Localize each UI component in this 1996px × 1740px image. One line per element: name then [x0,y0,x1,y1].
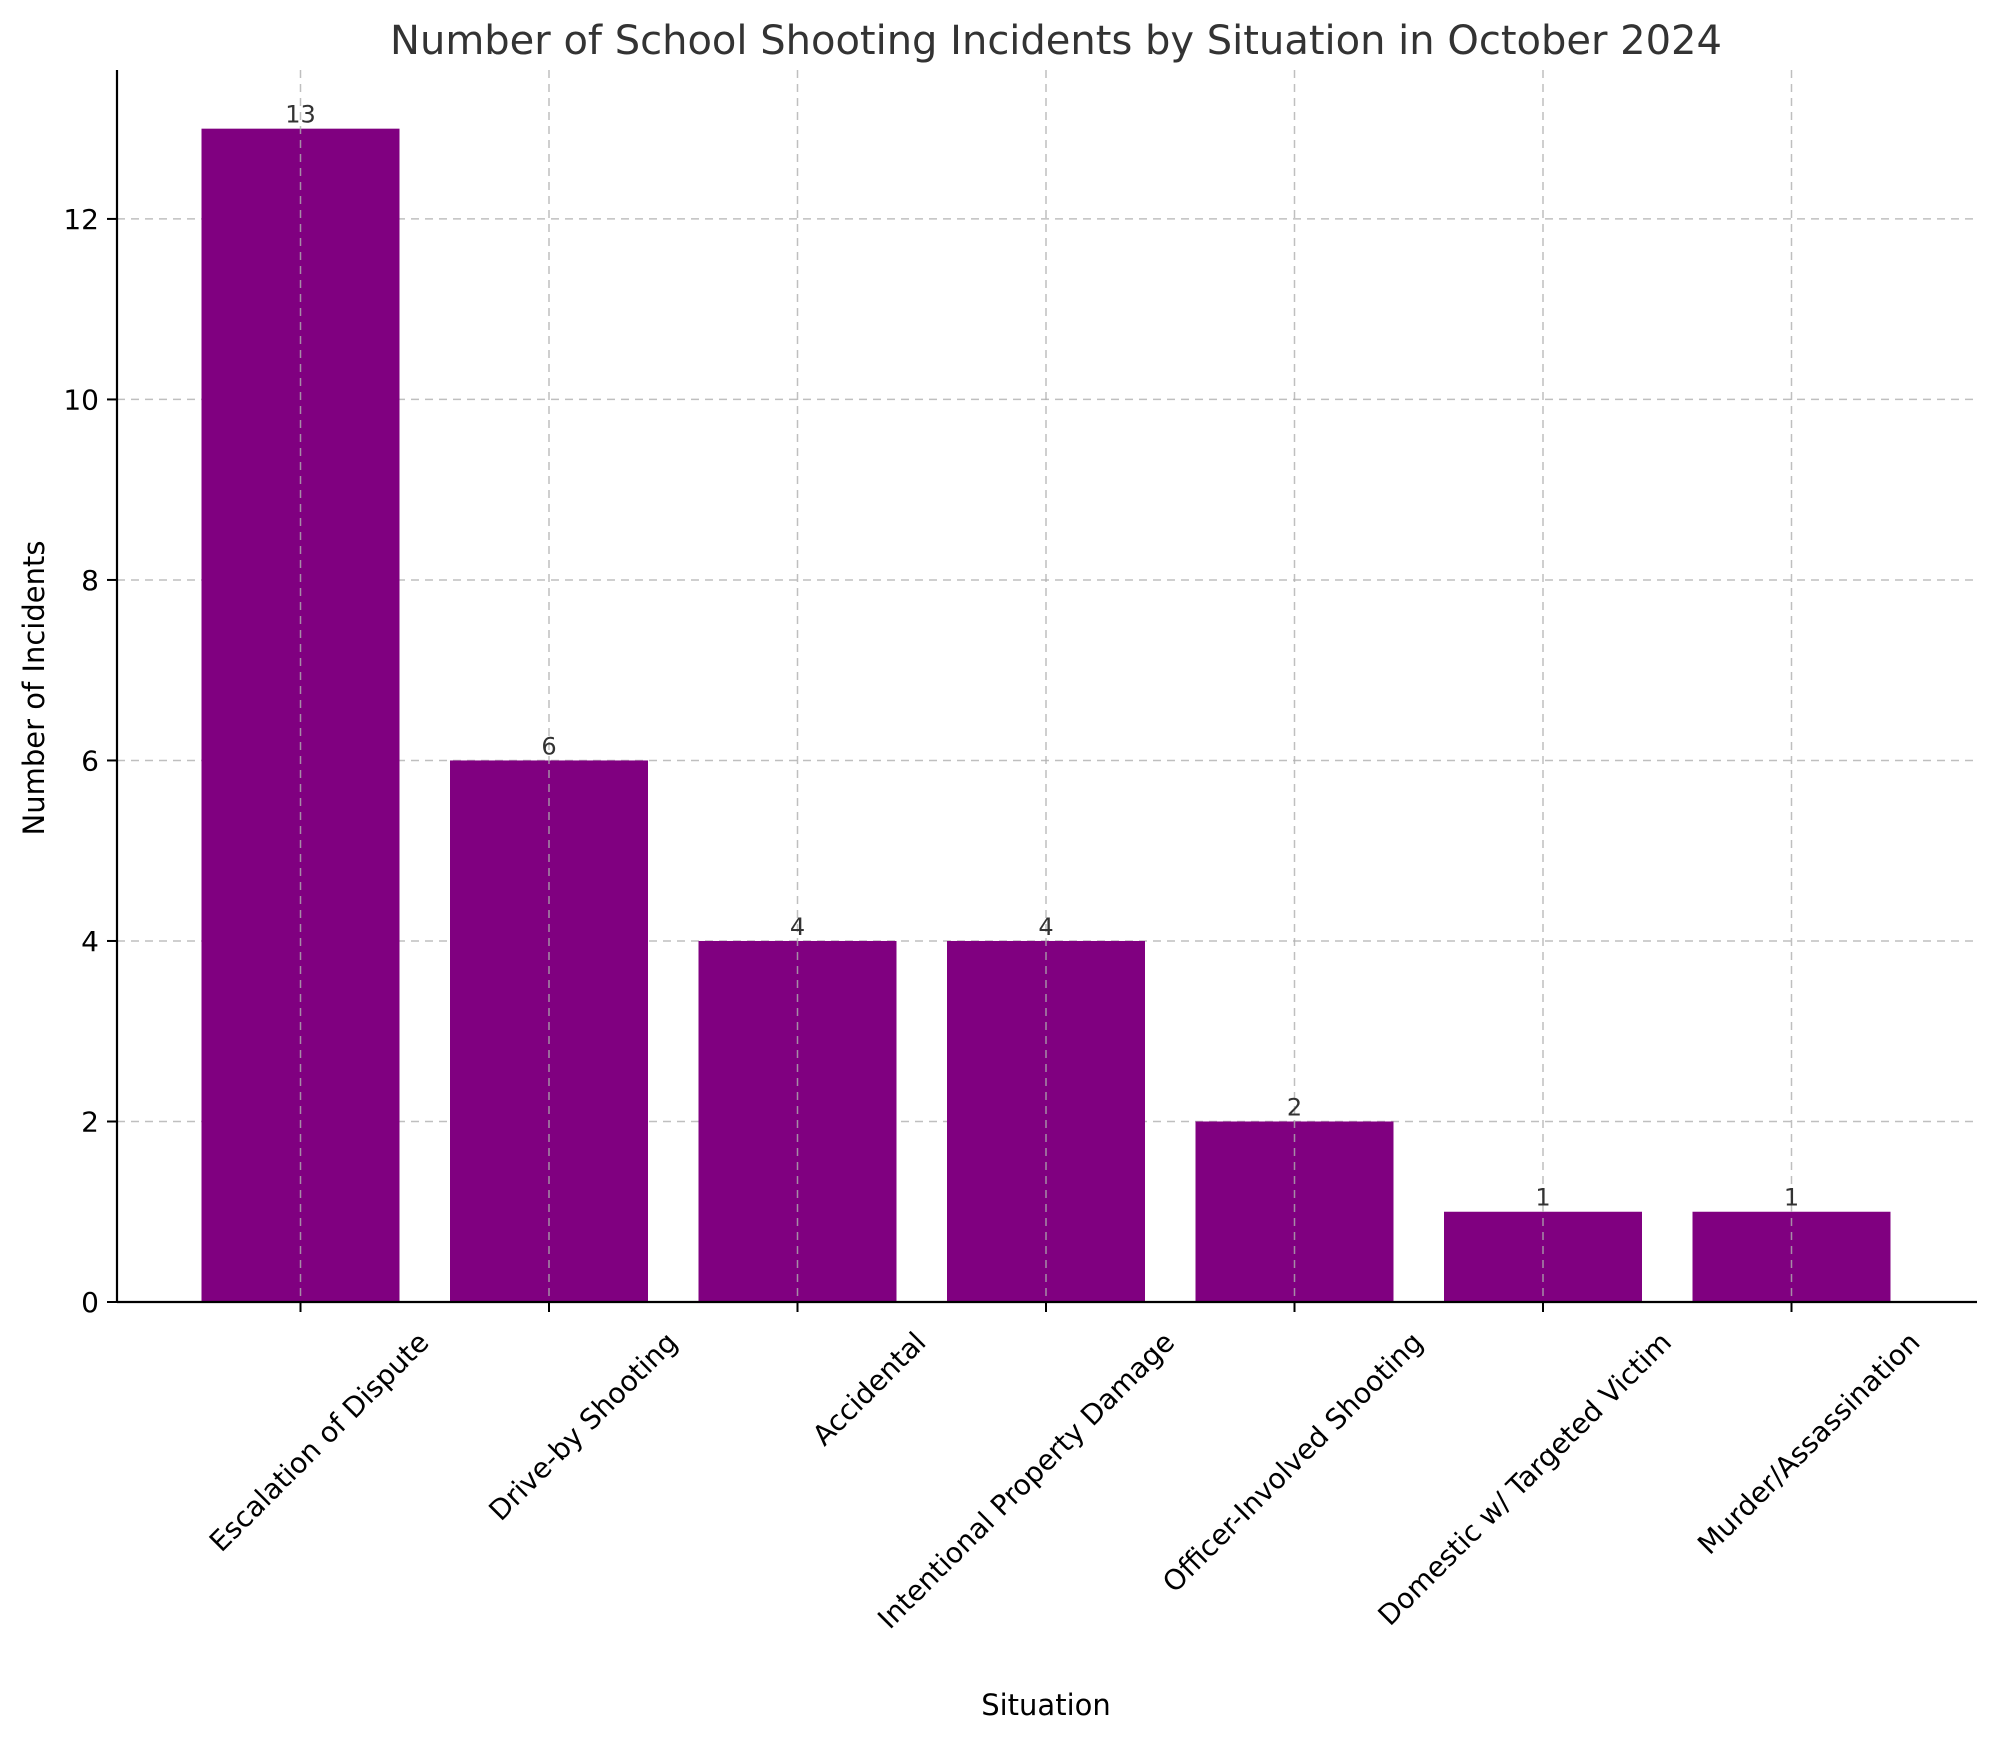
data-label: 4 [1038,913,1053,941]
data-label: 1 [1784,1184,1799,1212]
x-tick-label: Officer-Involved Shooting [1156,1326,1429,1599]
x-tick-label: Domestic w/ Targeted Victim [1372,1326,1678,1632]
y-tick-label: 12 [63,203,99,236]
data-label: 13 [285,101,316,129]
data-label: 6 [541,732,556,760]
bar [1692,1211,1891,1302]
data-label: 1 [1535,1184,1550,1212]
x-tick-label: Drive-by Shooting [482,1326,684,1528]
x-tick-label: Accidental [806,1326,933,1453]
bar [1444,1211,1642,1302]
data-label: 4 [790,913,805,941]
x-tick-label: Intentional Property Damage [871,1326,1181,1636]
y-tick-label: 6 [81,744,99,777]
y-tick-label: 2 [81,1105,99,1138]
x-tick-label: Escalation of Dispute [203,1326,436,1559]
y-tick-label: 4 [81,925,99,958]
bars-layer [201,128,1891,1303]
x-axis-label: Situation [981,1688,1111,1722]
axes-layer [107,70,1977,1312]
data-label: 2 [1287,1093,1302,1121]
y-tick-label: 0 [81,1286,99,1319]
y-axis-label: Number of Incidents [17,541,51,836]
x-grid-layer [299,70,1793,1302]
x-tick-label: Murder/Assassination [1691,1326,1926,1561]
y-tick-label: 8 [81,564,99,597]
chart-title: Number of School Shooting Incidents by S… [390,18,1722,64]
y-tick-label: 10 [63,383,99,416]
